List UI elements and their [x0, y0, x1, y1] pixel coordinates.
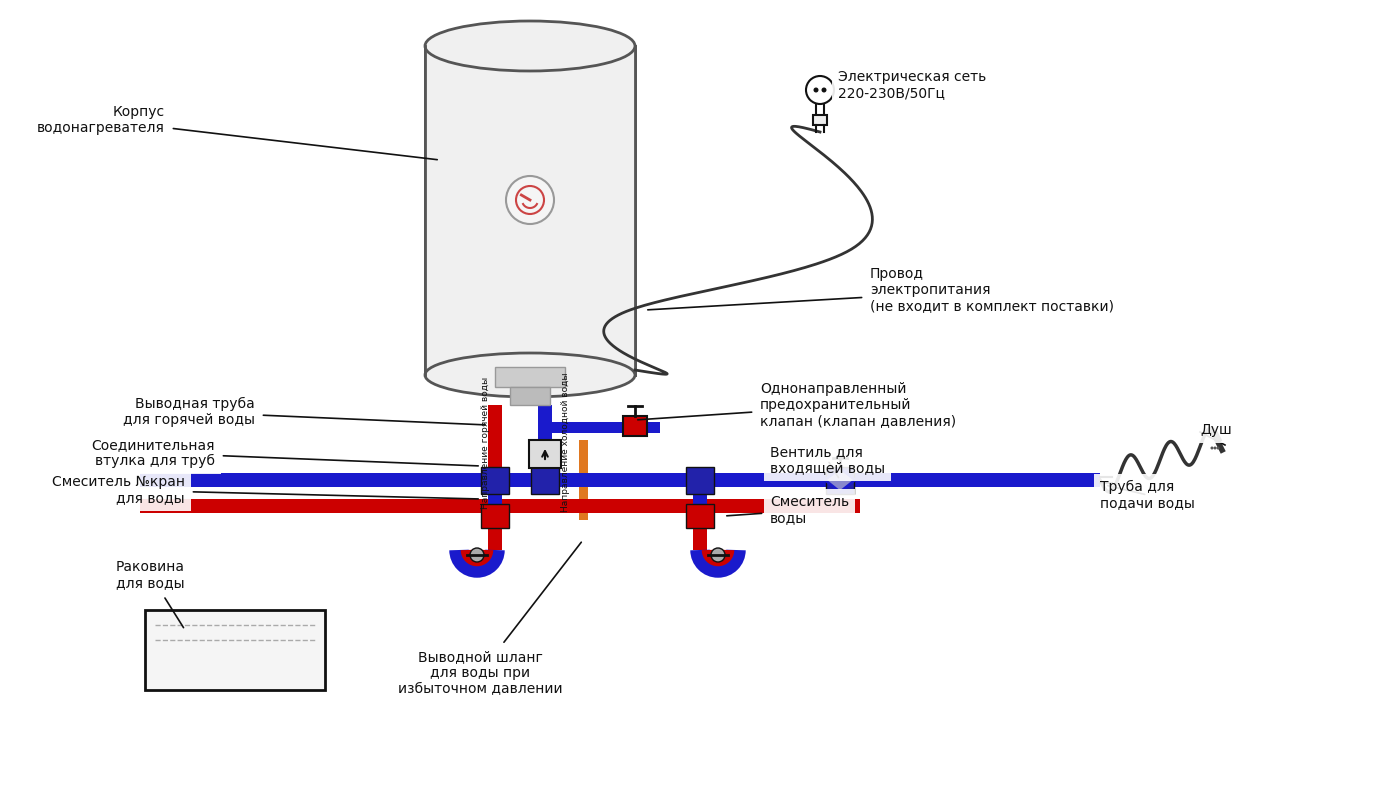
Text: Соединительная
втулка для труб: Соединительная втулка для труб: [91, 438, 479, 468]
Circle shape: [814, 87, 818, 93]
Text: Смеситель
воды: Смеситель воды: [727, 495, 850, 525]
Text: Электрическая сеть
220-230В/50Гц: Электрическая сеть 220-230В/50Гц: [837, 70, 987, 100]
Bar: [140, 473, 1080, 487]
Bar: [140, 499, 859, 513]
Bar: [425, 46, 635, 375]
Bar: [693, 494, 707, 548]
Bar: [531, 467, 559, 494]
Text: Смеситель №кран
для воды: Смеситель №кран для воды: [53, 475, 479, 505]
Circle shape: [805, 76, 835, 104]
Text: Корпус
водонагревателя: Корпус водонагревателя: [37, 105, 437, 160]
Circle shape: [1214, 446, 1217, 450]
Bar: [686, 467, 714, 494]
Text: Вентиль для
входящей воды: Вентиль для входящей воды: [770, 445, 886, 478]
Bar: [489, 494, 502, 548]
Bar: [623, 416, 646, 436]
Polygon shape: [825, 468, 855, 492]
Bar: [509, 387, 549, 405]
Bar: [693, 520, 707, 550]
Bar: [538, 405, 552, 448]
Circle shape: [1211, 446, 1214, 450]
Ellipse shape: [425, 353, 635, 397]
Bar: [812, 115, 828, 125]
Text: Труба для
подачи воды: Труба для подачи воды: [1100, 480, 1194, 510]
Bar: [482, 504, 509, 528]
Bar: [489, 405, 502, 480]
Bar: [545, 422, 660, 433]
Text: Направление холодной воды: Направление холодной воды: [562, 373, 570, 512]
Circle shape: [822, 87, 826, 93]
Circle shape: [507, 176, 554, 224]
Text: Однонаправленный
предохранительный
клапан (клапан давления): Однонаправленный предохранительный клапа…: [638, 382, 956, 428]
Bar: [145, 610, 325, 690]
Bar: [425, 46, 635, 375]
Bar: [686, 504, 714, 528]
Ellipse shape: [425, 21, 635, 71]
Text: Выводная труба
для горячей воды: Выводная труба для горячей воды: [123, 397, 486, 427]
Bar: [826, 467, 854, 494]
Bar: [949, 473, 1100, 487]
Circle shape: [711, 548, 725, 562]
Bar: [579, 440, 587, 520]
Circle shape: [471, 548, 484, 562]
Bar: [489, 520, 502, 550]
Bar: [538, 468, 552, 480]
Text: Провод
электропитания
(не входит в комплект поставки): Провод электропитания (не входит в компл…: [648, 266, 1114, 313]
Circle shape: [1217, 446, 1219, 450]
Bar: [495, 367, 565, 387]
Bar: [529, 440, 561, 468]
Text: Раковина
для воды: Раковина для воды: [116, 560, 185, 628]
Text: Выводной шланг
для воды при
избыточном давлении: Выводной шланг для воды при избыточном д…: [397, 542, 581, 696]
Text: Направление горячей воды: Направление горячей воды: [480, 377, 490, 509]
Text: Душ: Душ: [1200, 423, 1232, 437]
Bar: [482, 467, 509, 494]
